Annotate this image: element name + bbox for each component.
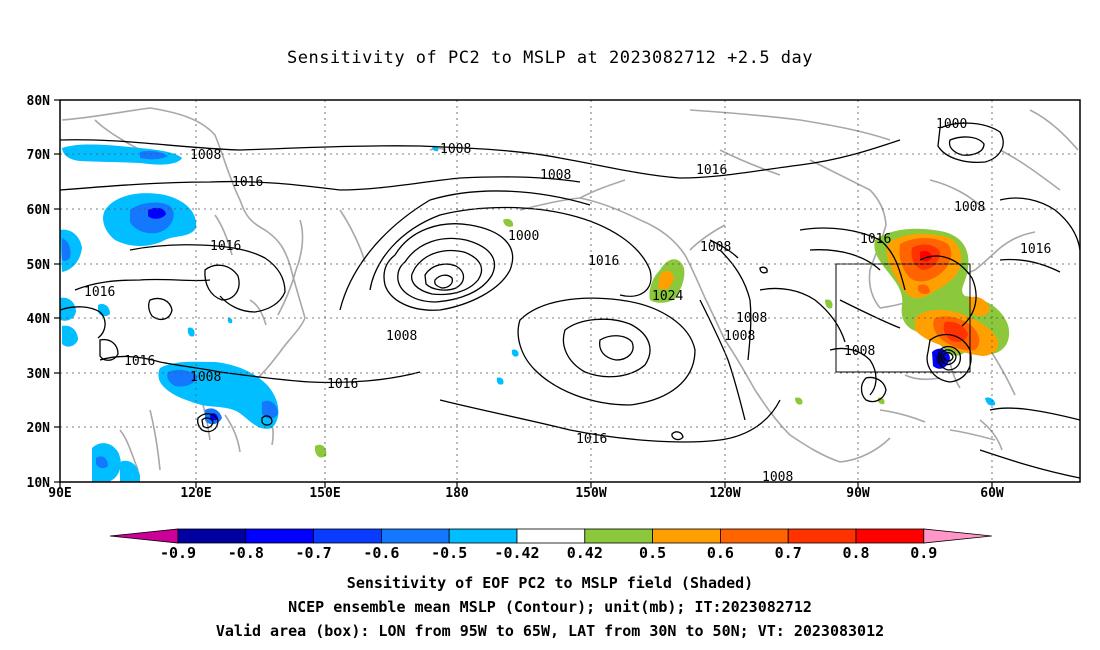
longitude-labels: 90E 120E 150E 180 150W 120W 90W 60W (48, 486, 1004, 501)
lat-label: 60N (27, 203, 51, 218)
contour-label: 1008 (190, 148, 221, 163)
contour-label: 1016 (860, 232, 891, 247)
contour-label: 1000 (508, 229, 539, 244)
contour-label: 1024 (652, 289, 683, 304)
colorbar-box (177, 528, 247, 544)
colorbar-triangle-low (109, 528, 179, 544)
contour-label: 1016 (210, 239, 241, 254)
colorbar-label: -0.6 (363, 544, 399, 562)
lat-label: 20N (27, 421, 51, 436)
contour-label: 1016 (84, 285, 115, 300)
colorbar-label: -0.7 (296, 544, 332, 562)
gridlines (60, 100, 1080, 482)
colorbar (109, 528, 992, 544)
contour-label: 1008 (736, 311, 767, 326)
contour-label: 1008 (954, 200, 985, 215)
contour-labels: 1008 1008 1016 1008 1016 1016 1000 1016 … (84, 117, 1051, 485)
colorbar-box (516, 528, 586, 544)
contour-label: 1008 (440, 142, 471, 157)
colorbar-box (448, 528, 518, 544)
contour-label: 1008 (386, 329, 417, 344)
lon-label: 150W (575, 486, 606, 501)
lat-label: 40N (27, 312, 51, 327)
lon-label: 120W (709, 486, 740, 501)
contour-label: 1016 (696, 163, 727, 178)
colorbar-box (787, 528, 857, 544)
lon-label: 60W (980, 486, 1004, 501)
colorbar-box (380, 528, 450, 544)
colorbar-box (720, 528, 789, 544)
lat-label: 30N (27, 367, 51, 382)
contour-label: 1008 (700, 240, 731, 255)
colorbar-label: 0.5 (639, 544, 666, 562)
colorbar-label: -0.8 (228, 544, 264, 562)
contour-label: 1008 (190, 370, 221, 385)
colorbar-label: 0.9 (910, 544, 937, 562)
lon-label: 150E (309, 486, 340, 501)
contour-label: 1008 (844, 344, 875, 359)
colorbar-box (652, 528, 721, 544)
latitude-labels: 80N 70N 60N 50N 40N 30N 20N 10N (27, 94, 51, 491)
contour-label: 1016 (576, 432, 607, 447)
contour-label: 1016 (588, 254, 619, 269)
lat-label: 10N (27, 476, 51, 491)
colorbar-label: 0.7 (775, 544, 802, 562)
contour-label: 1016 (1020, 242, 1051, 257)
colorbar-label: 0.8 (842, 544, 869, 562)
contour-label: 1000 (936, 117, 967, 132)
lon-label: 180 (445, 486, 469, 501)
contour-label: 1008 (540, 168, 571, 183)
colorbar-box (313, 528, 382, 544)
map-frame (59, 99, 1081, 483)
contour-label: 1008 (724, 329, 755, 344)
colorbar-label: 0.6 (707, 544, 734, 562)
colorbar-labels: -0.9 -0.8 -0.7 -0.6 -0.5 -0.42 0.42 0.5 0.6 0.7 0.… (160, 544, 937, 562)
lon-label: 90E (48, 486, 71, 501)
axis-ticks (54, 99, 993, 488)
caption-line-2: NCEP ensemble mean MSLP (Contour); unit(… (288, 598, 812, 616)
lat-label: 70N (27, 148, 51, 163)
caption-line-3: Valid area (box): LON from 95W to 65W, L… (215, 622, 885, 640)
lat-label: 50N (27, 258, 51, 273)
colorbar-label: -0.42 (494, 544, 539, 562)
colorbar-box (245, 528, 315, 544)
colorbar-label: -0.5 (431, 544, 467, 562)
colorbar-label: 0.42 (567, 544, 603, 562)
colorbar-triangle-high (923, 528, 992, 544)
colorbar-label: -0.9 (160, 544, 196, 562)
page-title: Sensitivity of PC2 to MSLP at 2023082712… (286, 48, 813, 68)
contour-label: 1016 (232, 175, 263, 190)
contour-label: 1008 (762, 470, 793, 485)
contour-label: 1016 (327, 377, 358, 392)
caption-line-1: Sensitivity of EOF PC2 to MSLP field (Sh… (346, 574, 754, 592)
mslp-contours (60, 122, 1080, 479)
lon-label: 90W (846, 486, 870, 501)
lat-label: 80N (27, 94, 51, 109)
lon-label: 120E (180, 486, 211, 501)
contour-label: 1016 (124, 354, 155, 369)
colorbar-box (584, 528, 653, 544)
colorbar-box (855, 528, 925, 544)
